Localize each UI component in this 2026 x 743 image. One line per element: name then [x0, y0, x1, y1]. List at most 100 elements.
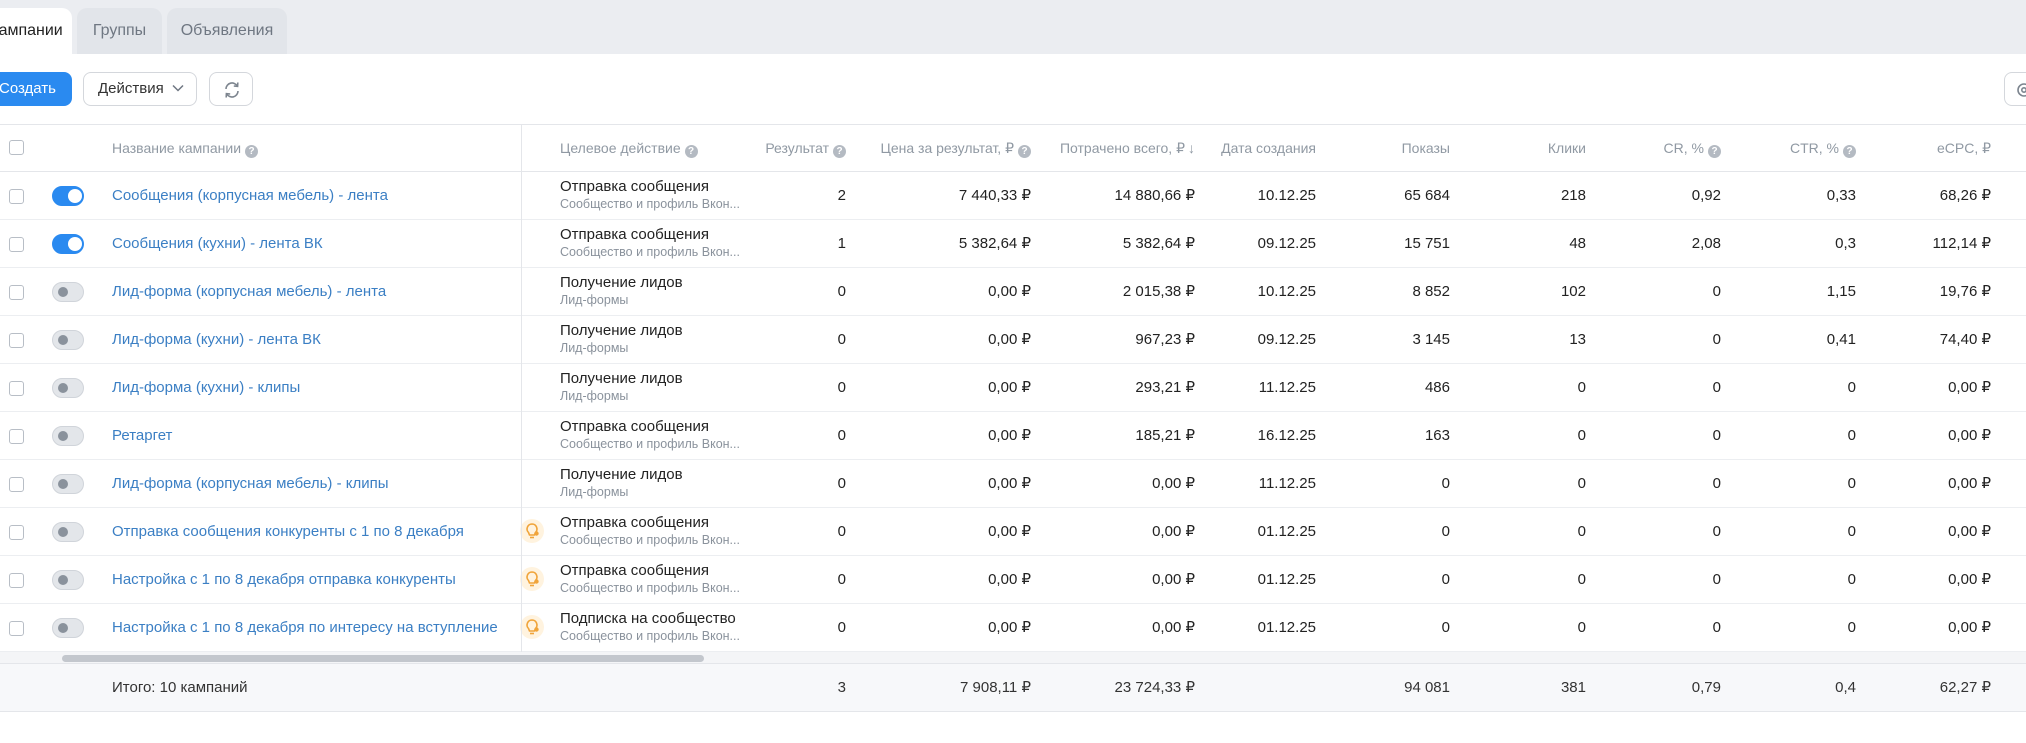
campaign-toggle[interactable] — [52, 330, 84, 350]
campaign-toggle[interactable] — [52, 570, 84, 590]
table-row: Лид-форма (кухни) - клипы Получение лидов… — [0, 364, 2026, 412]
cell-ecpc: 0,00 ₽ — [1948, 523, 1991, 540]
row-checkbox[interactable] — [9, 285, 24, 300]
cell-shows: 8 852 — [1412, 283, 1450, 300]
cell-spent: 5 382,64 ₽ — [1122, 235, 1195, 252]
totals-spent: 23 724,33 ₽ — [1114, 679, 1195, 696]
cell-ecpc: 0,00 ₽ — [1948, 427, 1991, 444]
cell-ctr: 0,41 — [1826, 331, 1856, 348]
row-checkbox[interactable] — [9, 333, 24, 348]
column-header-date[interactable]: Дата создания — [1221, 140, 1316, 156]
cell-shows: 0 — [1441, 619, 1450, 636]
column-divider — [521, 124, 522, 652]
campaign-name-link[interactable]: Лид-форма (корпусная мебель) - лента — [112, 283, 387, 300]
table-row: Отправка сообщения конкуренты с 1 по 8 д… — [0, 508, 2026, 556]
row-checkbox[interactable] — [9, 429, 24, 444]
recommendation-badge[interactable] — [520, 615, 544, 639]
question-icon[interactable]: ? — [1018, 145, 1031, 158]
cell-cr: 0 — [1712, 427, 1721, 444]
lightbulb-icon — [526, 619, 539, 635]
sort-down-icon[interactable]: ↓ — [1188, 140, 1195, 156]
tab-ads[interactable]: Объявления — [167, 8, 287, 54]
column-header-result[interactable]: Результат? — [720, 125, 846, 171]
column-header-ecpc[interactable]: eCPC, ₽ — [1936, 140, 1991, 156]
campaign-name-link[interactable]: Настройка с 1 по 8 декабря отправка конк… — [112, 571, 456, 588]
campaign-toggle[interactable] — [52, 186, 84, 206]
row-checkbox[interactable] — [9, 237, 24, 252]
cell-shows: 0 — [1441, 523, 1450, 540]
campaign-toggle[interactable] — [52, 474, 84, 494]
table-row: Настройка с 1 по 8 декабря по интересу н… — [0, 604, 2026, 652]
campaign-toggle[interactable] — [52, 282, 84, 302]
refresh-button[interactable] — [209, 72, 253, 106]
question-icon[interactable]: ? — [245, 145, 259, 158]
campaign-name-link[interactable]: Ретаргет — [112, 427, 173, 444]
recommendation-badge[interactable] — [520, 519, 544, 543]
cell-ecpc: 0,00 ₽ — [1948, 619, 1991, 636]
row-checkbox[interactable] — [9, 189, 24, 204]
row-checkbox[interactable] — [9, 477, 24, 492]
settings-button[interactable] — [2004, 72, 2026, 106]
row-checkbox[interactable] — [9, 621, 24, 636]
toggle-knob — [58, 383, 68, 393]
totals-clicks: 381 — [1560, 679, 1586, 696]
cell-ecpc: 112,14 ₽ — [1932, 235, 1991, 252]
question-icon[interactable]: ? — [1708, 145, 1721, 158]
column-header-name[interactable]: Название кампании? — [112, 125, 259, 171]
column-header-price[interactable]: Цена за результат, ₽? — [850, 125, 1031, 171]
row-checkbox[interactable] — [9, 525, 24, 540]
cell-cr: 0 — [1712, 379, 1721, 396]
campaign-name-link[interactable]: Отправка сообщения конкуренты с 1 по 8 д… — [112, 523, 464, 540]
actions-label: Действия — [98, 80, 164, 97]
question-icon[interactable]: ? — [684, 145, 698, 158]
cell-shows: 15 751 — [1404, 235, 1450, 252]
campaign-toggle[interactable] — [52, 522, 84, 542]
goal-cell: Получение лидов Лид-формы — [560, 466, 750, 501]
cell-price: 0,00 ₽ — [988, 523, 1031, 540]
goal-subtitle: Сообщество и профиль Вкон... — [560, 533, 740, 547]
cell-result: 0 — [837, 427, 846, 444]
goal-title: Подписка на сообщество — [560, 610, 736, 627]
goal-title: Получение лидов — [560, 274, 683, 291]
cell-result: 0 — [837, 523, 846, 540]
gear-icon — [2017, 83, 2026, 97]
cell-date: 10.12.25 — [1257, 283, 1316, 300]
horizontal-scrollbar[interactable] — [0, 652, 2026, 664]
actions-dropdown[interactable]: Действия — [83, 72, 197, 106]
column-header-clicks[interactable]: Клики — [1547, 140, 1586, 156]
select-all-checkbox[interactable] — [9, 140, 24, 155]
campaign-name-link[interactable]: Лид-форма (корпусная мебель) - клипы — [112, 475, 389, 492]
goal-subtitle: Сообщество и профиль Вкон... — [560, 197, 740, 211]
create-button[interactable]: Создать — [0, 72, 72, 106]
column-header-goal[interactable]: Целевое действие? — [560, 125, 698, 171]
column-header-cr[interactable]: CR, %? — [1590, 125, 1721, 171]
campaign-name-link[interactable]: Сообщения (корпусная мебель) - лента — [112, 187, 388, 204]
totals-label: Итого: 10 кампаний — [112, 679, 248, 696]
cell-ctr: 0 — [1847, 619, 1856, 636]
row-checkbox[interactable] — [9, 573, 24, 588]
campaign-toggle[interactable] — [52, 378, 84, 398]
cell-ctr: 0 — [1847, 571, 1856, 588]
campaign-toggle[interactable] — [52, 234, 84, 254]
campaign-toggle[interactable] — [52, 618, 84, 638]
scrollbar-thumb[interactable] — [62, 655, 704, 662]
recommendation-badge[interactable] — [520, 567, 544, 591]
campaign-name-link[interactable]: Настройка с 1 по 8 декабря по интересу н… — [112, 619, 498, 636]
column-header-ctr[interactable]: CTR, %? — [1725, 125, 1856, 171]
cell-spent: 0,00 ₽ — [1152, 523, 1195, 540]
tab-groups[interactable]: Группы — [77, 8, 162, 54]
column-header-shows[interactable]: Показы — [1401, 140, 1450, 156]
cell-result: 1 — [837, 235, 846, 252]
question-icon[interactable]: ? — [1843, 145, 1856, 158]
campaign-name-link[interactable]: Лид-форма (кухни) - лента ВК — [112, 331, 321, 348]
question-icon[interactable]: ? — [833, 145, 846, 158]
tab-campaigns[interactable]: Кампании — [0, 8, 72, 54]
row-checkbox[interactable] — [9, 381, 24, 396]
cell-price: 0,00 ₽ — [988, 379, 1031, 396]
campaign-name-link[interactable]: Сообщения (кухни) - лента ВК — [112, 235, 323, 252]
column-header-spent[interactable]: Потрачено всего, ₽ ↓ — [1059, 140, 1195, 156]
campaign-name-link[interactable]: Лид-форма (кухни) - клипы — [112, 379, 301, 396]
totals-shows: 94 081 — [1404, 679, 1450, 696]
campaign-toggle[interactable] — [52, 426, 84, 446]
cell-cr: 0 — [1712, 283, 1721, 300]
